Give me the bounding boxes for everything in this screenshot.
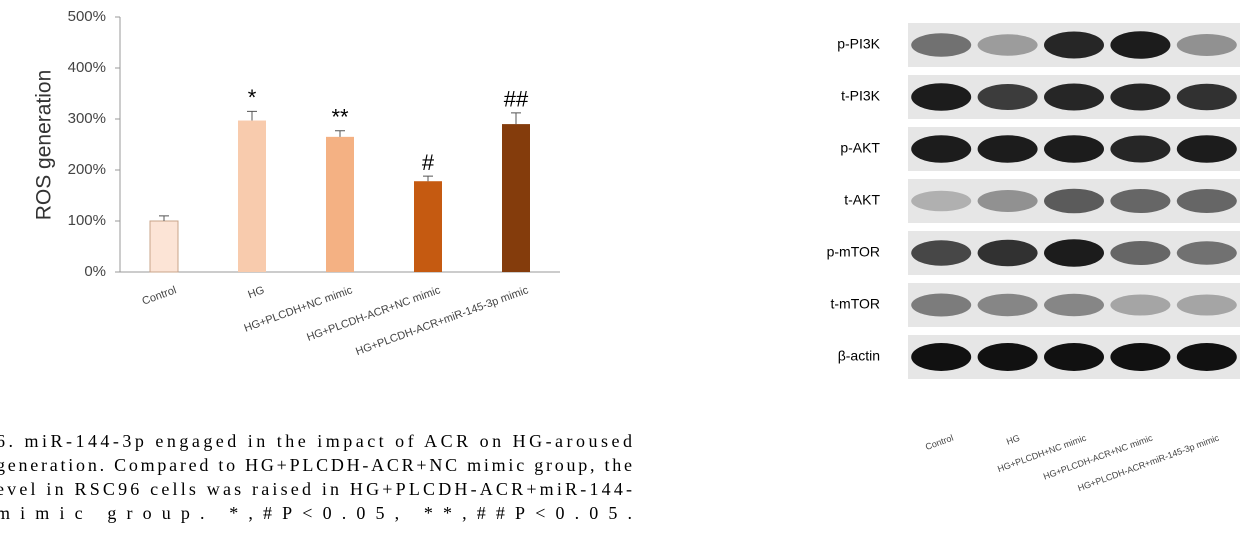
bar (502, 124, 530, 272)
error-bar (335, 131, 345, 137)
blot-band (1044, 32, 1104, 59)
y-tick-label: 200% (68, 161, 106, 178)
blot-band (911, 343, 971, 371)
caption-line: generation. Compared to HG+PLCDH-ACR+NC … (0, 455, 632, 475)
blot-band (1110, 136, 1170, 163)
y-tick-label: 300% (68, 110, 106, 127)
caption-line: mimic group. *,#P<0.05, **,##P<0.05. (0, 503, 632, 523)
blot-band (1177, 241, 1237, 265)
blot-band (1110, 189, 1170, 213)
bar (326, 137, 354, 272)
y-tick-label: 400% (68, 59, 106, 76)
blot-band (1110, 241, 1170, 265)
blot-band (1044, 343, 1104, 371)
significance-label: # (422, 150, 435, 175)
error-bar (159, 216, 169, 221)
blot-band (911, 83, 971, 111)
blot-band (978, 84, 1038, 110)
protein-label: β-actin (838, 348, 880, 364)
blot-band (1044, 84, 1104, 111)
lane-label: HG+PLCDH-ACR+NC mimic (1042, 433, 1154, 482)
protein-label: p-mTOR (827, 244, 880, 260)
blot-band (1177, 295, 1237, 316)
blot-band (978, 190, 1038, 212)
x-tick-label: Control (141, 284, 178, 307)
y-tick-label: 0% (84, 263, 106, 280)
blot-band (1110, 31, 1170, 59)
x-tick-label: HG+PLCDH-ACR+miR-145-3p mimic (354, 284, 530, 358)
lane-label: Control (924, 433, 955, 452)
bar (414, 181, 442, 272)
blot-band (1110, 295, 1170, 316)
blot-band (911, 240, 971, 266)
blot-band (978, 343, 1038, 371)
protein-label: t-AKT (844, 192, 880, 208)
y-tick-label: 100% (68, 212, 106, 229)
blot-band (911, 33, 971, 57)
blot-band (1044, 189, 1104, 214)
error-bar (423, 176, 433, 181)
error-bar (511, 113, 521, 124)
blot-band (978, 294, 1038, 317)
y-axis-label: ROS generation (33, 70, 56, 221)
significance-label: ** (331, 105, 349, 130)
blot-band (911, 191, 971, 212)
significance-label: * (248, 85, 257, 110)
blot-band (1177, 135, 1237, 163)
blot-band (1177, 343, 1237, 371)
protein-label: t-PI3K (841, 88, 881, 104)
significance-label: ## (504, 87, 529, 112)
blot-band (978, 34, 1038, 56)
blot-band (911, 135, 971, 163)
blot-band (1044, 239, 1104, 267)
bar (238, 121, 266, 272)
blot-band (1110, 84, 1170, 111)
y-tick-label: 500% (68, 8, 106, 25)
page: ROS generation 0% 100% 200% 300% 400% 500% Con… (0, 0, 1242, 552)
protein-label: p-AKT (840, 140, 880, 156)
protein-label: p-PI3K (837, 36, 880, 52)
blot-band (1044, 135, 1104, 163)
blot-band (911, 294, 971, 317)
blot-band (1110, 343, 1170, 371)
blot-band (1177, 84, 1237, 111)
caption-line: 6. miR-144-3p engaged in the impact of A… (0, 431, 632, 451)
blot-band (978, 240, 1038, 267)
bar (150, 221, 178, 272)
x-tick-label: HG (246, 284, 266, 301)
blot-band (978, 135, 1038, 163)
blot-band (1044, 294, 1104, 317)
figure: ROS generation 0% 100% 200% 300% 400% 500% Con… (0, 0, 1242, 552)
blot-band (1177, 34, 1237, 56)
lane-label: HG (1005, 433, 1021, 447)
error-bar (247, 111, 257, 120)
blot-band (1177, 189, 1237, 213)
protein-label: t-mTOR (830, 296, 880, 312)
